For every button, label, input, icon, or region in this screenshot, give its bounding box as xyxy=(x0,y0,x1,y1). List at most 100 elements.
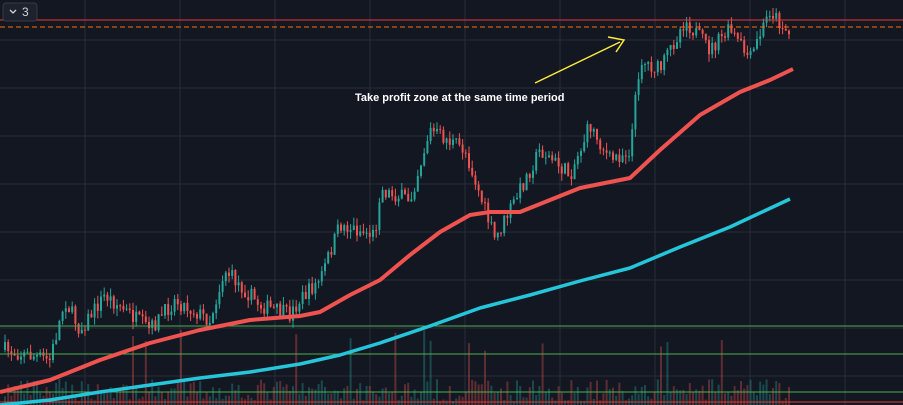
candle-body xyxy=(490,222,493,224)
volume-bar xyxy=(208,396,211,405)
candle-body xyxy=(231,270,234,276)
candle-body xyxy=(218,292,221,305)
volume-bar xyxy=(669,391,672,405)
candle-body xyxy=(436,128,438,132)
candle-body xyxy=(516,197,518,200)
volume-bar xyxy=(717,384,720,405)
candle-body xyxy=(170,311,173,315)
volume-bar xyxy=(122,384,125,405)
candle-body xyxy=(228,272,230,276)
candle-body xyxy=(77,323,80,334)
candle-body xyxy=(80,329,83,334)
candle-body xyxy=(368,232,371,237)
candle-body xyxy=(68,308,70,313)
candle-body xyxy=(340,224,342,231)
candle-body xyxy=(48,358,51,361)
candle-body xyxy=(7,342,10,352)
candle-body xyxy=(151,320,154,328)
volume-bar xyxy=(285,384,288,405)
volume-bar xyxy=(391,391,394,405)
volume-bar xyxy=(746,385,749,405)
candle-body xyxy=(288,306,291,321)
candle-body xyxy=(164,304,166,316)
volume-bar xyxy=(682,389,685,405)
candle-body xyxy=(525,174,528,191)
candle-body xyxy=(333,233,336,255)
volume-bar xyxy=(615,395,618,405)
candle-body xyxy=(404,189,406,194)
volume-bar xyxy=(596,380,598,405)
candle-body xyxy=(762,22,765,37)
candle-body xyxy=(160,314,163,316)
volume-bar xyxy=(621,391,624,405)
candle-body xyxy=(551,155,554,161)
candle-body xyxy=(324,263,326,272)
candle-body xyxy=(61,311,64,321)
candle-body xyxy=(45,355,48,359)
volume-bar xyxy=(160,391,163,405)
volume-bar xyxy=(26,380,29,405)
candle-body xyxy=(708,40,710,55)
interval-badge[interactable] xyxy=(2,2,38,22)
candle-body xyxy=(212,313,214,323)
volume-bar xyxy=(452,400,454,405)
volume-bar xyxy=(775,381,778,405)
candle-body xyxy=(52,344,54,361)
volume-bar xyxy=(84,395,86,405)
candle-body xyxy=(772,15,774,19)
volume-bar xyxy=(237,385,240,405)
candle-body xyxy=(109,296,112,301)
volume-bar xyxy=(525,397,528,405)
candle-body xyxy=(538,149,541,152)
volume-bar xyxy=(519,386,522,405)
volume-bar xyxy=(141,396,144,405)
candle-body xyxy=(308,283,310,299)
volume-bar xyxy=(666,341,669,405)
volume-bar xyxy=(384,387,387,405)
candle-body xyxy=(103,294,106,297)
candle-body xyxy=(394,196,397,202)
candle-body xyxy=(775,12,778,19)
candle-body xyxy=(298,303,301,312)
candle-body xyxy=(788,30,790,35)
candle-body xyxy=(119,305,122,307)
volume-bar xyxy=(420,392,422,405)
candle-body xyxy=(349,230,352,232)
candle-body xyxy=(36,354,38,357)
volume-bar xyxy=(180,329,182,405)
candle-body xyxy=(669,45,672,50)
candle-body xyxy=(768,15,771,17)
candle-body xyxy=(448,138,451,145)
volume-bar xyxy=(698,390,701,405)
candle-body xyxy=(736,33,739,39)
candle-body xyxy=(343,225,346,231)
candle-body xyxy=(692,32,694,36)
candle-body xyxy=(148,321,150,328)
volume-bar xyxy=(308,387,310,405)
candle-body xyxy=(183,302,186,312)
volume-bar xyxy=(672,386,675,405)
candle-body xyxy=(580,151,582,156)
arrow-head xyxy=(607,36,626,53)
volume-bar xyxy=(468,343,470,405)
candle-body xyxy=(167,304,170,315)
candle-body xyxy=(352,225,355,231)
candle-body xyxy=(557,157,560,167)
volume-bar xyxy=(93,400,96,405)
volume-bar xyxy=(228,395,230,405)
volume-bar xyxy=(400,395,403,405)
candle-body xyxy=(20,356,22,360)
volume-bar xyxy=(311,388,314,405)
candle-body xyxy=(554,157,557,161)
volume-bar xyxy=(692,392,694,405)
volume-bar xyxy=(301,383,304,405)
candle-body xyxy=(612,152,614,160)
volume-bar xyxy=(132,336,134,405)
candle-body xyxy=(650,62,653,72)
volume-bar xyxy=(570,380,573,405)
candle-body xyxy=(730,24,733,33)
candle-body xyxy=(679,29,682,43)
volume-bar xyxy=(423,330,426,405)
candle-body xyxy=(743,40,746,53)
volume-bar xyxy=(224,395,227,405)
